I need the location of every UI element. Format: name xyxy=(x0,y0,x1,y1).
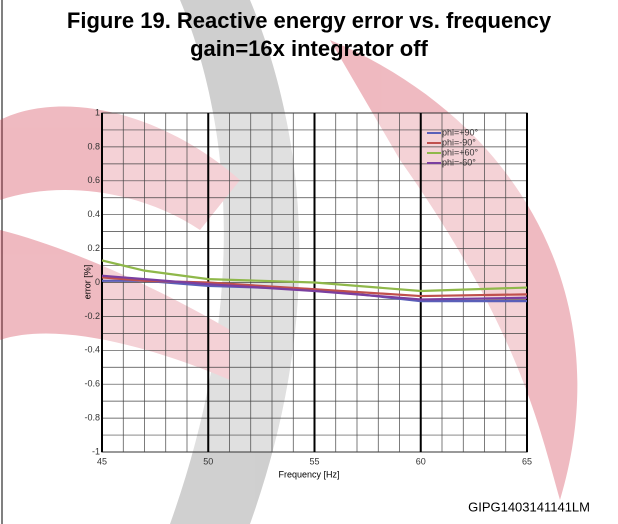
series-line xyxy=(101,274,528,301)
legend-label: phi=-90° xyxy=(442,137,476,147)
legend-label: phi=+90° xyxy=(442,127,479,137)
chart-subtitle: gain=16x integrator off xyxy=(190,36,428,61)
y-tick-label: 0.8 xyxy=(87,141,100,151)
chart-title: Figure 19. Reactive energy error vs. fre… xyxy=(67,8,552,33)
x-tick-label: 55 xyxy=(309,456,319,466)
x-tick-label: 65 xyxy=(522,456,532,466)
x-axis-label: Frequency [Hz] xyxy=(278,469,339,479)
x-tick-label: 60 xyxy=(416,456,426,466)
x-tick-label: 50 xyxy=(203,456,213,466)
x-tick-label: 45 xyxy=(97,456,107,466)
y-tick-label: -0.4 xyxy=(84,345,100,355)
y-tick-label: -0.2 xyxy=(84,311,100,321)
series-line xyxy=(101,259,528,293)
y-tick-label: 0.2 xyxy=(87,243,100,253)
y-tick-label: 0 xyxy=(95,277,100,287)
series-line xyxy=(101,276,528,298)
y-tick-label: 1 xyxy=(95,107,100,117)
y-tick-label: 0.6 xyxy=(87,175,100,185)
legend-label: phi=-60° xyxy=(442,157,476,167)
y-tick-label: -1 xyxy=(92,446,100,456)
figure-code: GIPG1403141141LM xyxy=(468,499,590,514)
y-axis-label: error [%] xyxy=(82,265,92,300)
legend-label: phi=+60° xyxy=(442,147,479,157)
y-tick-label: -0.6 xyxy=(84,379,100,389)
y-tick-label: -0.8 xyxy=(84,412,100,422)
y-tick-label: 0.4 xyxy=(87,209,100,219)
